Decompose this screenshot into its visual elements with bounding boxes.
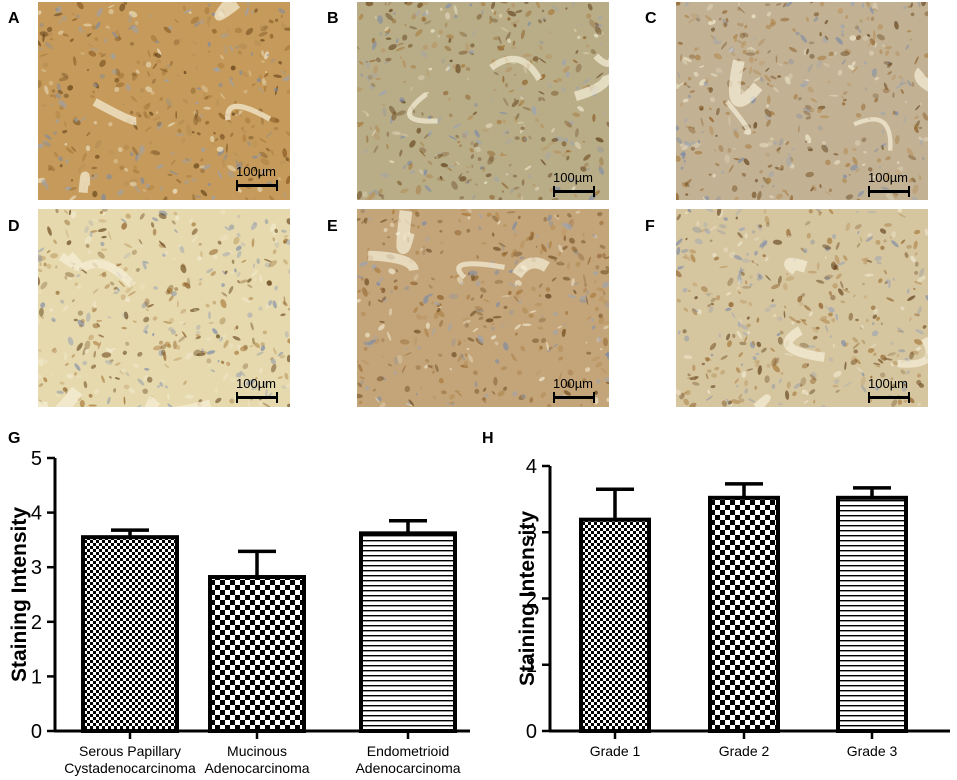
scale-label: 100µm: [553, 376, 594, 391]
y-tick-label: 3: [31, 557, 42, 579]
scale-bar-b: 100µm: [553, 170, 597, 200]
tissue-texture: [676, 209, 928, 407]
panel-letter-a: A: [8, 10, 20, 27]
y-tick-label: 4: [526, 456, 537, 478]
x-tick-label: Cystadenocarcinoma: [64, 760, 196, 776]
micrograph-e: [357, 209, 609, 407]
panel-letter-b: B: [327, 10, 339, 27]
x-tick-label: Grade 2: [719, 743, 770, 759]
scale-bar-a: 100µm: [236, 164, 280, 194]
y-tick-label: 2: [526, 589, 537, 611]
bar: [359, 531, 457, 734]
tissue-texture: [676, 2, 928, 200]
chart-g: 0 1 2 3 4 5 Staining Intensity Serous Papillary…: [8, 448, 470, 776]
scale-bar-e: 100µm: [553, 376, 597, 406]
y-tick-label: 2: [31, 612, 42, 634]
panel-letter-d: D: [8, 218, 20, 235]
tissue-texture: [357, 209, 609, 407]
scale-label: 100µm: [236, 164, 277, 179]
y-tick-label: 1: [31, 666, 42, 688]
x-tick-label: Grade 1: [590, 743, 641, 759]
y-axis-label: Staining Intensity: [516, 511, 539, 686]
scale-line: [236, 392, 278, 403]
x-tick-label: Mucinous: [227, 743, 287, 759]
bar: [708, 495, 780, 733]
scale-bar-f: 100µm: [868, 376, 912, 406]
panel-letter-e: E: [327, 218, 338, 235]
scale-bar-c: 100µm: [868, 170, 912, 200]
chart-h: 0 1 2 3 4 Staining Intensity Grade 1 Grade 2 Gra…: [516, 456, 950, 759]
bar: [208, 575, 306, 734]
micrograph-a: [38, 2, 290, 200]
scale-bar-d: 100µm: [236, 376, 280, 406]
x-tick-label: Endometrioid: [367, 743, 450, 759]
scale-label: 100µm: [553, 170, 594, 185]
y-axis-label: Staining Intensity: [8, 507, 31, 682]
tissue-texture: [357, 2, 609, 200]
scale-label: 100µm: [868, 376, 909, 391]
y-tick-label: 5: [31, 448, 42, 470]
y-tick-label: 0: [31, 721, 42, 743]
micrograph-d: [38, 209, 290, 407]
scale-line: [553, 186, 595, 197]
panel-letter-g: G: [8, 430, 21, 447]
scale-label: 100µm: [868, 170, 909, 185]
scale-line: [553, 392, 595, 403]
scale-line: [236, 180, 278, 191]
micrograph-c: [676, 2, 928, 200]
x-tick-label: Serous Papillary: [79, 743, 181, 759]
scale-line: [868, 186, 910, 197]
bar: [836, 495, 908, 733]
scale-line: [868, 392, 910, 403]
y-tick-label: 3: [526, 522, 537, 544]
panel-letter-c: C: [645, 10, 657, 27]
panel-letter-f: F: [645, 218, 655, 235]
x-tick-label: Grade 3: [847, 743, 898, 759]
bar: [81, 535, 179, 733]
panel-letter-h: H: [482, 430, 494, 447]
tissue-texture: [38, 209, 290, 407]
x-tick-label: Adenocarcinoma: [204, 760, 309, 776]
y-tick-label: 1: [526, 655, 537, 677]
micrograph-f: [676, 209, 928, 407]
tissue-texture: [38, 2, 290, 200]
micrograph-b: [357, 2, 609, 200]
y-tick-label: 4: [31, 503, 42, 525]
x-tick-label: Adenocarcinoma: [355, 760, 460, 776]
y-tick-label: 0: [526, 721, 537, 743]
scale-label: 100µm: [236, 376, 277, 391]
bar: [579, 517, 651, 733]
